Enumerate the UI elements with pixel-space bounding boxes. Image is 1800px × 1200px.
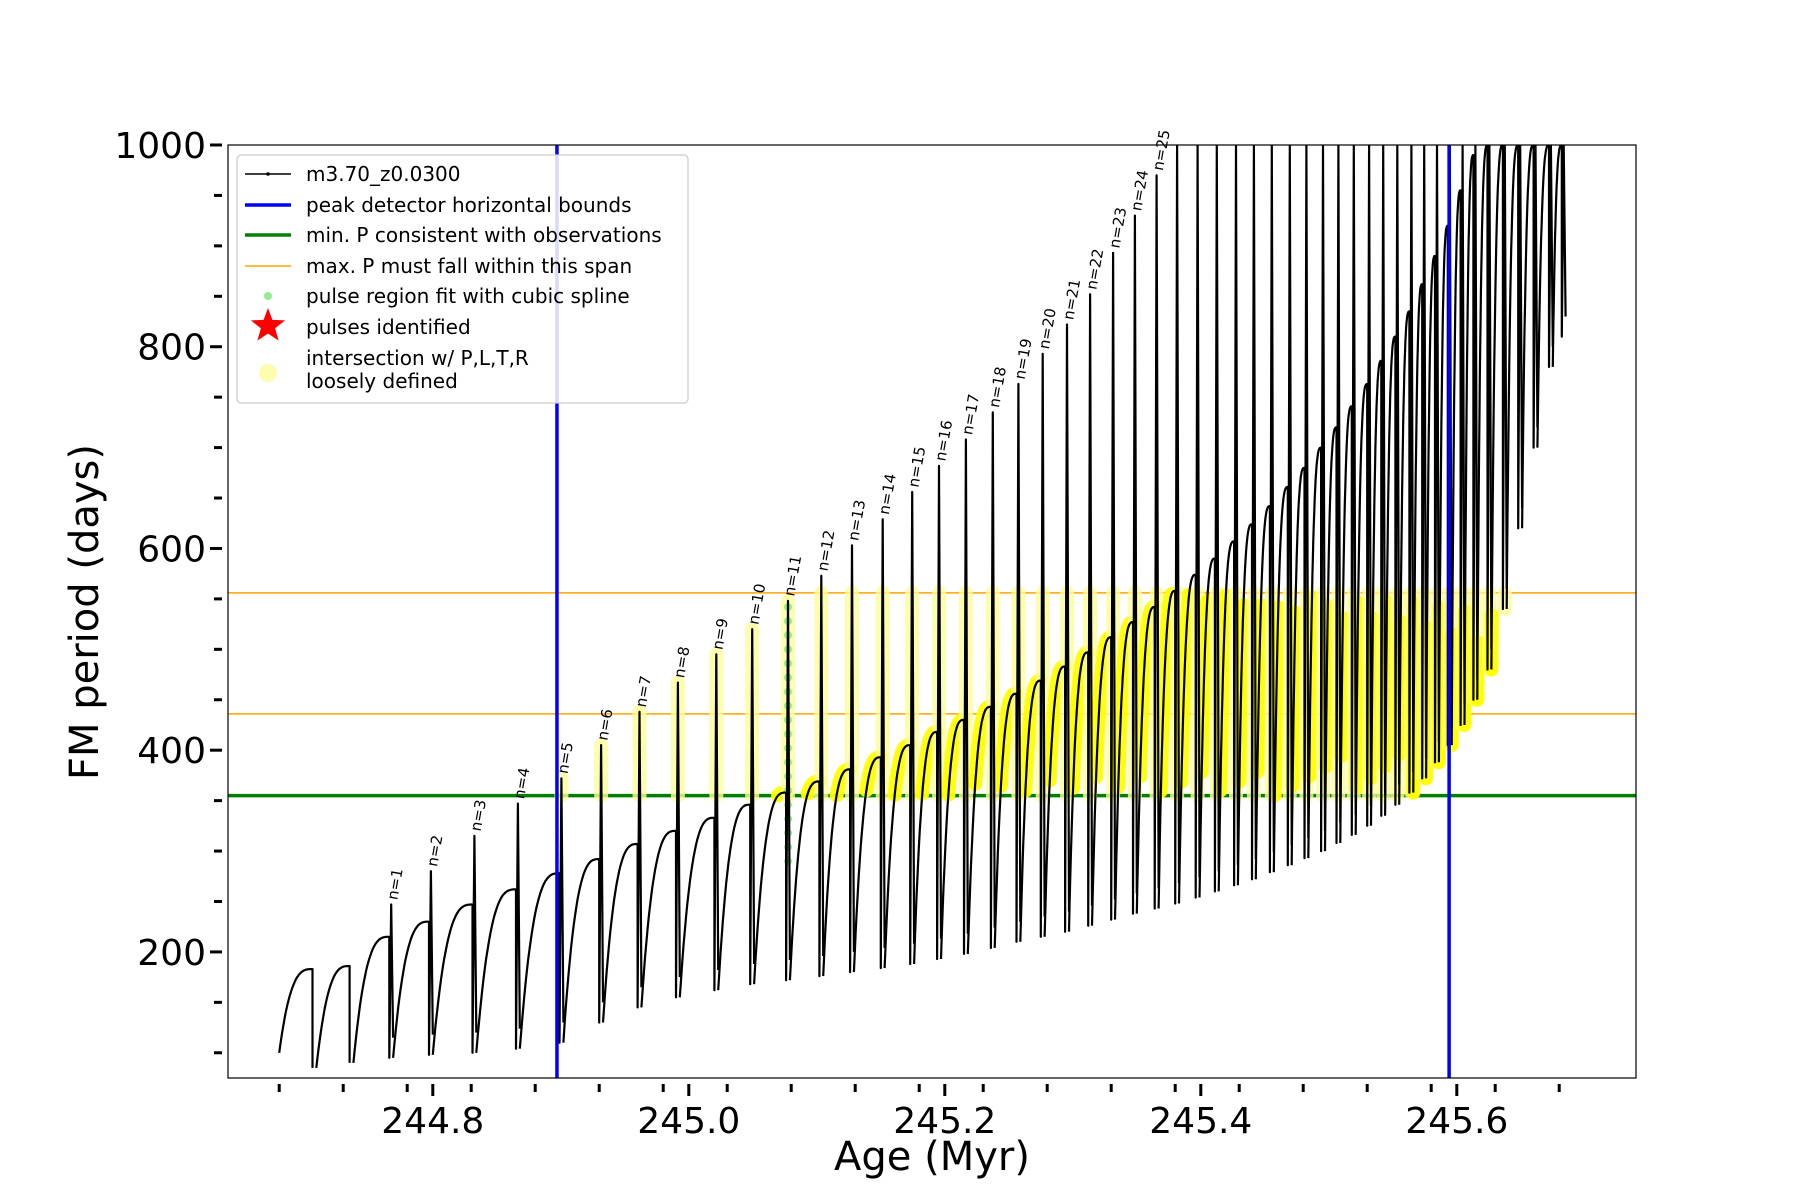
pulse-segment-27 [1135, 174, 1160, 914]
legend-item-max-period-span: max. P must fall within this span [245, 254, 632, 278]
legend-item-min-period: min. P consistent with observations [245, 223, 662, 247]
legend-box [236, 154, 689, 404]
pulse-segment-20 [966, 411, 996, 954]
x-axis: 244.8 245.0 245.2 245.4 245.6 [277, 1084, 1561, 1142]
pulse-label-9: n=7 [632, 674, 655, 708]
pulse-segment-42 [1398, 145, 1415, 805]
y-tick-label: 800 [137, 328, 206, 369]
pulse-segment-36 [1307, 145, 1327, 859]
y-axis: 200 400 600 800 1000 [114, 126, 222, 1055]
pulse-label-4: n=2 [423, 834, 446, 868]
x-tick-label: 245.0 [637, 1101, 740, 1142]
legend-label-line-2: loosely defined [306, 369, 458, 393]
legend-label: max. P must fall within this span [306, 254, 632, 278]
y-tick-label: 600 [137, 529, 206, 570]
legend-label: pulse region fit with cubic spline [306, 284, 630, 308]
x-tick-label: 244.8 [381, 1101, 484, 1142]
pulse-segment-24 [1067, 293, 1094, 932]
legend-label: pulses identified [306, 315, 471, 339]
legend-label-line-1: intersection w/ P,L,T,R [306, 346, 529, 370]
pulse-segment-37 [1323, 145, 1342, 852]
legend-label: m3.70_z0.0300 [306, 162, 461, 186]
y-tick-label: 400 [137, 731, 206, 772]
x-tick-label: 245.6 [1405, 1101, 1508, 1142]
pulse-segment-16 [852, 518, 886, 973]
pulse-segment-26 [1113, 214, 1138, 920]
pulse-segment-21 [993, 382, 1022, 948]
pulse-segment-23 [1043, 323, 1071, 937]
star-icon [250, 308, 286, 341]
x-tick-label: 245.4 [1149, 1101, 1252, 1142]
pulse-segment-18 [913, 464, 943, 965]
legend-item-series: m3.70_z0.0300 [245, 162, 461, 186]
pulse-segment-11 [678, 653, 720, 998]
series-m3.70_z0.0300 [278, 145, 1567, 1069]
pulse-segment-22 [1019, 352, 1046, 942]
y-tick-label: 1000 [114, 126, 206, 167]
x-axis-title: Age (Myr) [834, 1134, 1030, 1180]
legend-dot-swatch [264, 292, 272, 300]
pulse-segment-31 [1217, 145, 1239, 892]
pulse-segment-38 [1339, 145, 1357, 844]
pulse-label-5: n=3 [467, 798, 490, 832]
pulse-label-3: n=1 [384, 867, 407, 901]
pulse-segment-13 [753, 599, 791, 985]
legend: m3.70_z0.0300 peak detector horizontal b… [236, 154, 689, 404]
pulse-segment-30 [1198, 145, 1220, 898]
pulse-segment-19 [939, 438, 969, 960]
plot-area: n=1n=2n=3n=4n=5n=6n=7n=8n=9n=10n=11n=12n… [227, 128, 1637, 1079]
pulse-segment-32 [1236, 145, 1257, 886]
pulse-label-10: n=8 [670, 645, 693, 679]
pulse-segment-33 [1254, 145, 1275, 880]
pulse-segment-29 [1177, 145, 1201, 904]
pulse-segment-17 [883, 490, 916, 969]
pulse-segment-5 [431, 834, 478, 1055]
legend-item-peak-bounds: peak detector horizontal bounds [245, 193, 632, 217]
pulse-segment-15 [822, 544, 855, 977]
pulse-label-7: n=5 [554, 741, 577, 775]
pulse-segment-39 [1354, 145, 1373, 835]
legend-label: peak detector horizontal bounds [306, 193, 632, 217]
pulse-segment-43 [1412, 145, 1428, 793]
legend-dot-swatch [259, 364, 277, 382]
plot-frame [227, 144, 1637, 1079]
y-tick-label: 200 [137, 933, 206, 974]
pulse-segment-9 [601, 710, 643, 1023]
pulse-segment-25 [1090, 251, 1117, 926]
pulse-segment-47 [1463, 145, 1479, 726]
pulse-label-11: n=9 [709, 617, 732, 651]
pulse-segment-44 [1425, 145, 1440, 779]
pulse-segment-46 [1450, 145, 1466, 746]
legend-item-pulses-identified: pulses identified [250, 308, 471, 341]
pulse-label-8: n=6 [593, 708, 616, 742]
pulse-segment-41 [1384, 145, 1401, 816]
legend-marker-swatch [266, 172, 270, 176]
legend-item-intersection: intersection w/ P,L,T,R loosely defined [259, 346, 529, 393]
pulse-segment-10 [640, 681, 681, 1008]
pulse-segment-35 [1290, 145, 1310, 866]
x-tick-label: 245.2 [893, 1101, 996, 1142]
pulse-segment-6 [475, 802, 521, 1053]
legend-item-spline-fit: pulse region fit with cubic spline [264, 284, 630, 308]
pulse-segment-34 [1272, 145, 1293, 873]
pulse-segment-12 [717, 628, 756, 991]
pulse-segment-40 [1369, 145, 1387, 826]
pulse-label-6: n=4 [510, 766, 533, 800]
pulse-segment-8 [562, 744, 605, 1043]
legend-label: min. P consistent with observations [306, 223, 662, 247]
pulse-segment-14 [788, 574, 825, 981]
pulse-segment-1 [278, 968, 314, 1068]
pulse-segment-2 [315, 964, 351, 1069]
y-axis-title: FM period (days) [62, 444, 108, 780]
pulse-segment-3 [352, 903, 395, 1064]
pulse-segment-45 [1437, 145, 1453, 763]
pulse-segment-4 [392, 870, 434, 1058]
pulse-segment-28 [1157, 145, 1181, 909]
